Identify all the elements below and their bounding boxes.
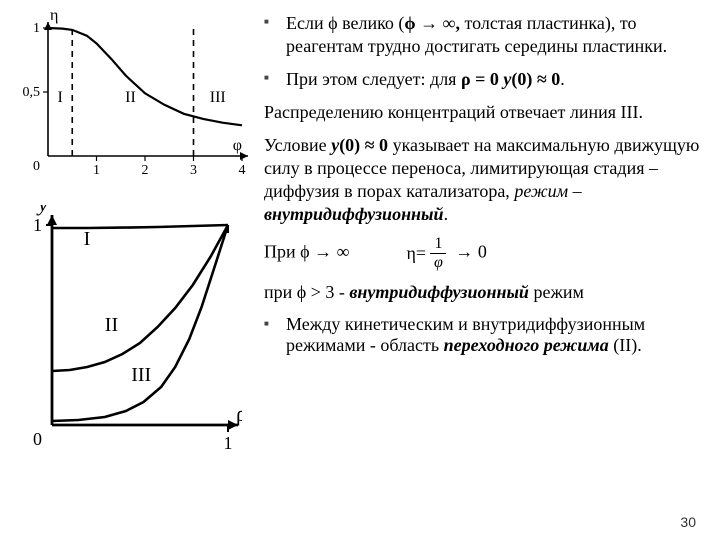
- page-number: 30: [680, 514, 696, 530]
- bullet-3: Между кинетическим и внутридиффузионным …: [264, 314, 702, 356]
- svg-text:II: II: [105, 314, 118, 336]
- svg-text:ρ: ρ: [236, 401, 242, 426]
- svg-text:y: y: [36, 205, 48, 216]
- svg-text:3: 3: [190, 163, 197, 178]
- para-limit: При ϕ → ∞ η = 1φ → 0: [264, 236, 702, 271]
- para-line3: Распределению концентраций отвечает лини…: [264, 101, 702, 124]
- svg-text:III: III: [210, 89, 226, 106]
- text-column: Если ϕ велико (ϕ → ∞, толстая пластинка)…: [264, 12, 702, 356]
- svg-text:I: I: [84, 228, 91, 250]
- bullet-2: При этом следует: для ρ = 0 у(0) ≈ 0.: [286, 68, 702, 91]
- svg-text:0,5: 0,5: [23, 85, 41, 100]
- svg-text:0: 0: [33, 429, 42, 449]
- svg-text:φ: φ: [233, 137, 242, 154]
- svg-text:2: 2: [142, 163, 149, 178]
- svg-text:4: 4: [239, 163, 246, 178]
- svg-text:I: I: [57, 89, 62, 106]
- svg-text:1: 1: [93, 163, 100, 178]
- svg-text:1: 1: [33, 215, 42, 235]
- svg-text:1: 1: [33, 21, 40, 36]
- svg-text:III: III: [131, 364, 151, 386]
- svg-text:η: η: [50, 12, 58, 24]
- svg-text:1: 1: [224, 433, 233, 453]
- y-rho-chart: 110IIIIIIyρ: [12, 205, 242, 455]
- bullet-1: Если ϕ велико (ϕ → ∞, толстая пластинка)…: [286, 12, 702, 58]
- para-phi-gt-3: при ϕ > 3 - внутридиффузионный режим: [264, 281, 702, 304]
- eta-phi-chart: 12340,510IIIIIIηφ: [12, 12, 252, 182]
- svg-text:II: II: [125, 89, 136, 106]
- para-condition: Условие у(0) ≈ 0 указывает на максимальн…: [264, 134, 702, 226]
- svg-text:0: 0: [33, 159, 40, 174]
